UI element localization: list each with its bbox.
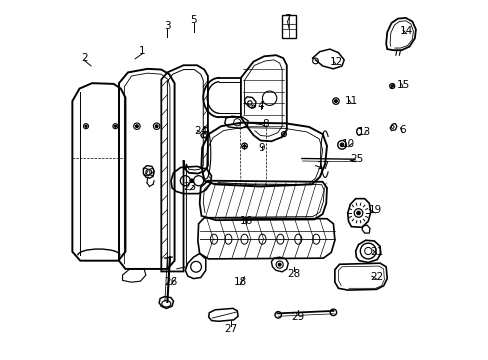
Text: 7: 7 — [284, 14, 290, 24]
Text: 22: 22 — [370, 272, 383, 282]
Text: 24: 24 — [194, 126, 207, 135]
Text: 8: 8 — [262, 120, 269, 129]
Text: 26: 26 — [164, 277, 177, 287]
Text: 17: 17 — [316, 161, 329, 171]
Text: 9: 9 — [258, 143, 264, 153]
Circle shape — [334, 100, 337, 103]
Text: 21: 21 — [370, 247, 383, 257]
Text: 27: 27 — [224, 324, 237, 334]
Text: 1: 1 — [139, 46, 145, 56]
Circle shape — [114, 125, 116, 127]
Circle shape — [155, 125, 158, 128]
Circle shape — [340, 143, 343, 147]
Circle shape — [135, 125, 138, 128]
Text: 3: 3 — [164, 21, 170, 31]
Text: 11: 11 — [344, 96, 357, 106]
Text: 10: 10 — [341, 139, 354, 149]
Circle shape — [85, 125, 87, 127]
Text: 25: 25 — [349, 154, 362, 164]
Circle shape — [243, 145, 245, 147]
Circle shape — [190, 179, 193, 183]
Text: 29: 29 — [290, 312, 304, 322]
Text: 12: 12 — [328, 57, 342, 67]
Circle shape — [282, 133, 285, 135]
Text: 6: 6 — [398, 125, 405, 135]
Text: 16: 16 — [239, 216, 252, 226]
Circle shape — [356, 211, 360, 215]
Text: 14: 14 — [399, 26, 412, 36]
Circle shape — [278, 263, 281, 266]
Text: 5: 5 — [190, 15, 197, 26]
Text: 15: 15 — [396, 80, 409, 90]
Text: 4: 4 — [257, 102, 264, 112]
Text: 19: 19 — [368, 206, 381, 216]
Text: 20: 20 — [142, 168, 155, 178]
Text: 23: 23 — [183, 182, 196, 192]
Text: 18: 18 — [233, 277, 246, 287]
Text: 28: 28 — [287, 269, 300, 279]
Text: 13: 13 — [357, 127, 370, 136]
Circle shape — [390, 85, 392, 87]
Text: 2: 2 — [81, 53, 88, 63]
